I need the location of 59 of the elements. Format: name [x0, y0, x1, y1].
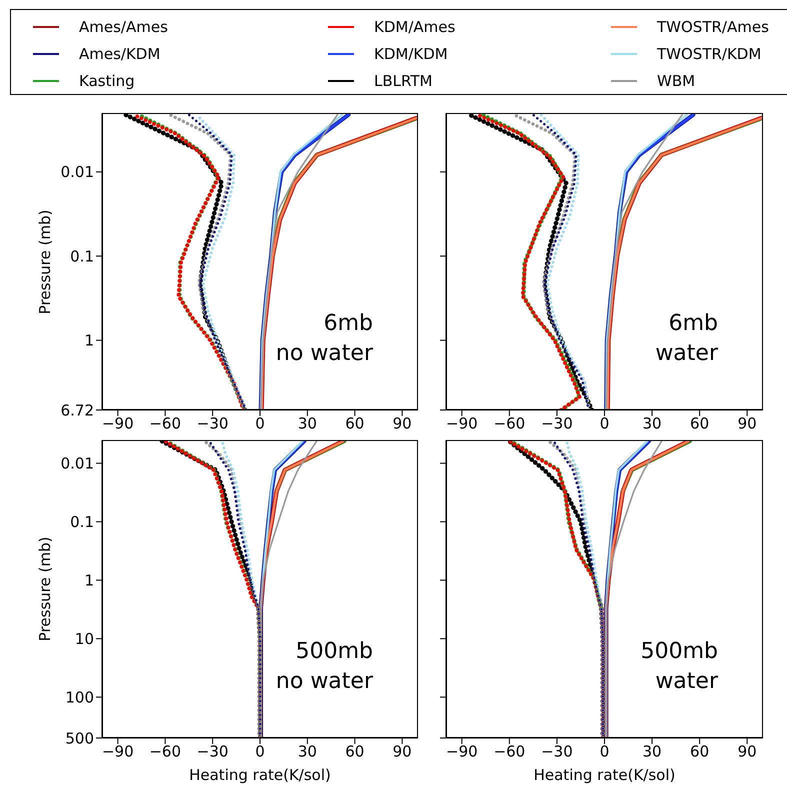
- legend-label: LBLRTM: [374, 72, 432, 90]
- annotation: 500mb: [640, 638, 718, 666]
- y-axis-title: Pressure (mb): [36, 536, 54, 642]
- x-tick-label: −90: [102, 414, 134, 433]
- y-tick-label: 100: [65, 688, 94, 706]
- x-tick-label: 0: [600, 742, 610, 761]
- legend-label: KDM/KDM: [374, 45, 448, 63]
- y-tick-label: 6.72: [60, 401, 94, 420]
- x-tick-label: −60: [149, 742, 182, 761]
- legend-label: WBM: [657, 72, 696, 90]
- x-tick-label: 30: [298, 742, 317, 761]
- legend-label: Kasting: [79, 72, 135, 90]
- y-tick-label: 500: [65, 729, 94, 748]
- y-tick-label: 0.1: [70, 513, 94, 532]
- x-tick-label: 0: [255, 742, 265, 761]
- x-tick-label: 90: [738, 742, 757, 761]
- x-tick-label: 90: [392, 742, 412, 761]
- legend-label: TWOSTR/Ames: [657, 18, 769, 36]
- y-tick-label: 0.01: [60, 163, 94, 182]
- x-tick-label: 60: [345, 414, 364, 433]
- x-tick-label: −90: [446, 742, 478, 761]
- annotation: no water: [276, 340, 373, 368]
- legend-label: KDM/Ames: [374, 18, 456, 36]
- legend-label: Ames/Ames: [79, 18, 168, 36]
- x-tick-label: −90: [102, 742, 134, 761]
- x-tick-label: 30: [298, 414, 317, 433]
- x-tick-label: −60: [494, 742, 526, 761]
- x-tick-label: −30: [541, 742, 573, 761]
- y-tick-label: 0.01: [60, 454, 94, 473]
- legend-label: Ames/KDM: [79, 45, 160, 63]
- annotation: water: [654, 668, 718, 696]
- y-tick-label: 0.1: [70, 247, 94, 266]
- x-tick-label: 30: [642, 742, 662, 761]
- y-tick-label: 10: [74, 630, 94, 648]
- x-tick-label: 90: [392, 414, 412, 433]
- x-tick-label: −30: [541, 414, 573, 433]
- x-tick-label: 0: [255, 414, 265, 433]
- annotation: 6mb: [322, 310, 373, 338]
- x-tick-label: −30: [196, 742, 228, 761]
- annotation: 6mb: [668, 310, 718, 338]
- x-axis-title: Heating rate(K/sol): [188, 766, 332, 784]
- x-tick-label: −90: [446, 414, 478, 433]
- x-tick-label: 60: [690, 742, 710, 761]
- y-tick-label: 1: [84, 572, 94, 590]
- x-axis-title: Heating rate(K/sol): [532, 766, 676, 784]
- annotation: no water: [276, 668, 373, 696]
- x-tick-label: 60: [690, 414, 710, 433]
- annotation: 500mb: [294, 638, 373, 666]
- x-tick-label: −60: [494, 414, 526, 433]
- x-tick-label: −60: [149, 414, 182, 433]
- x-tick-label: 90: [738, 414, 757, 433]
- x-tick-label: 60: [345, 742, 364, 761]
- annotation: water: [655, 340, 718, 368]
- y-tick-label: 1: [84, 332, 94, 350]
- x-tick-label: 0: [600, 414, 610, 433]
- x-tick-label: 30: [642, 414, 662, 433]
- legend-label: TWOSTR/KDM: [657, 45, 762, 63]
- y-axis-title: Pressure (mb): [36, 209, 54, 314]
- x-tick-label: −30: [196, 414, 228, 433]
